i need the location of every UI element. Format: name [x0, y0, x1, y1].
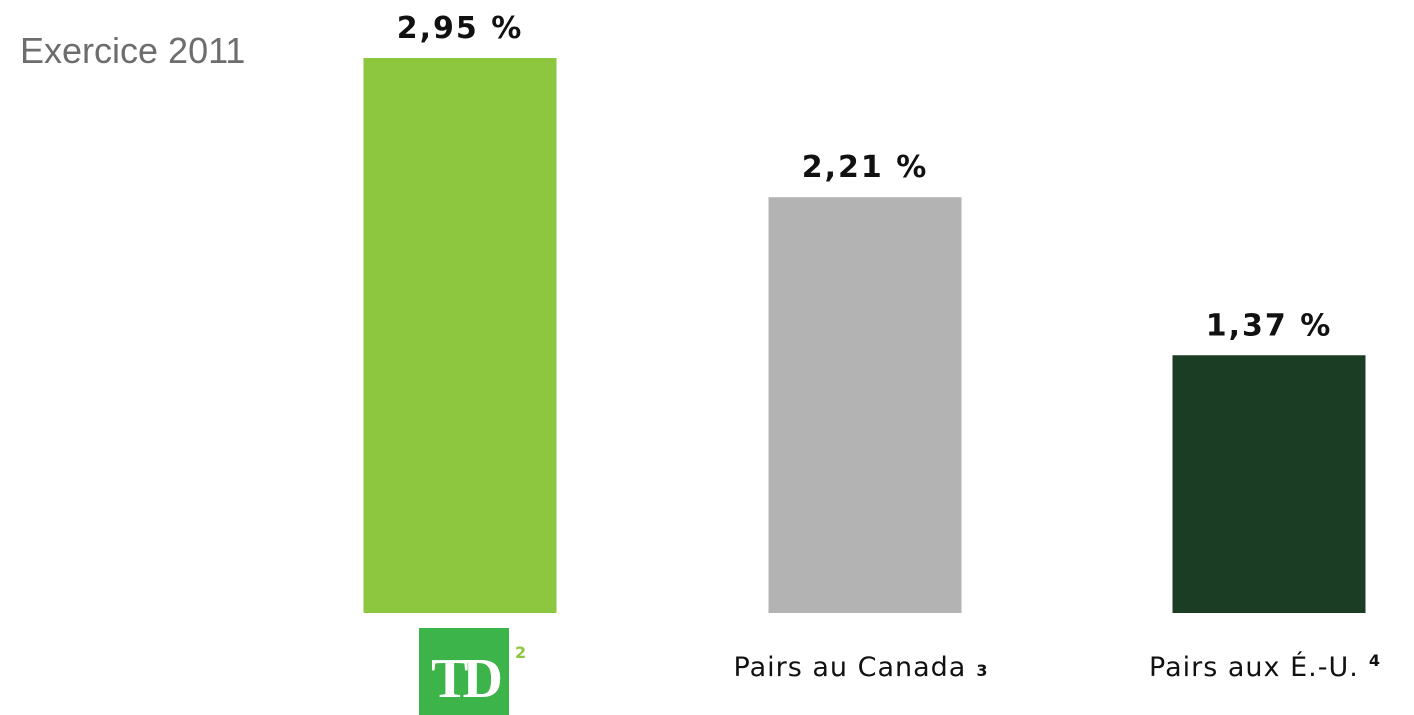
logo [419, 628, 509, 715]
footnote: 4 [1369, 651, 1381, 670]
category: Pairs au Canada [734, 652, 967, 683]
x-tick-label: Pairs aux É.-U. 4 [1149, 651, 1381, 683]
x-tick-label: TD [431, 648, 500, 710]
footnote: 3 [976, 661, 988, 680]
x-tick-label: Pairs au Canada 3 [734, 652, 989, 683]
bar [1172, 355, 1366, 613]
value-label: 2,21 % [802, 150, 929, 185]
chart-title: Exercice 2011 [20, 30, 245, 71]
value-label: 1,37 % [1206, 308, 1333, 343]
footnote: 2 [515, 643, 526, 662]
value-label: 2,95 % [397, 11, 524, 46]
bar [363, 58, 557, 613]
bar [768, 197, 962, 613]
category: Pairs aux É.-U. [1149, 651, 1359, 683]
